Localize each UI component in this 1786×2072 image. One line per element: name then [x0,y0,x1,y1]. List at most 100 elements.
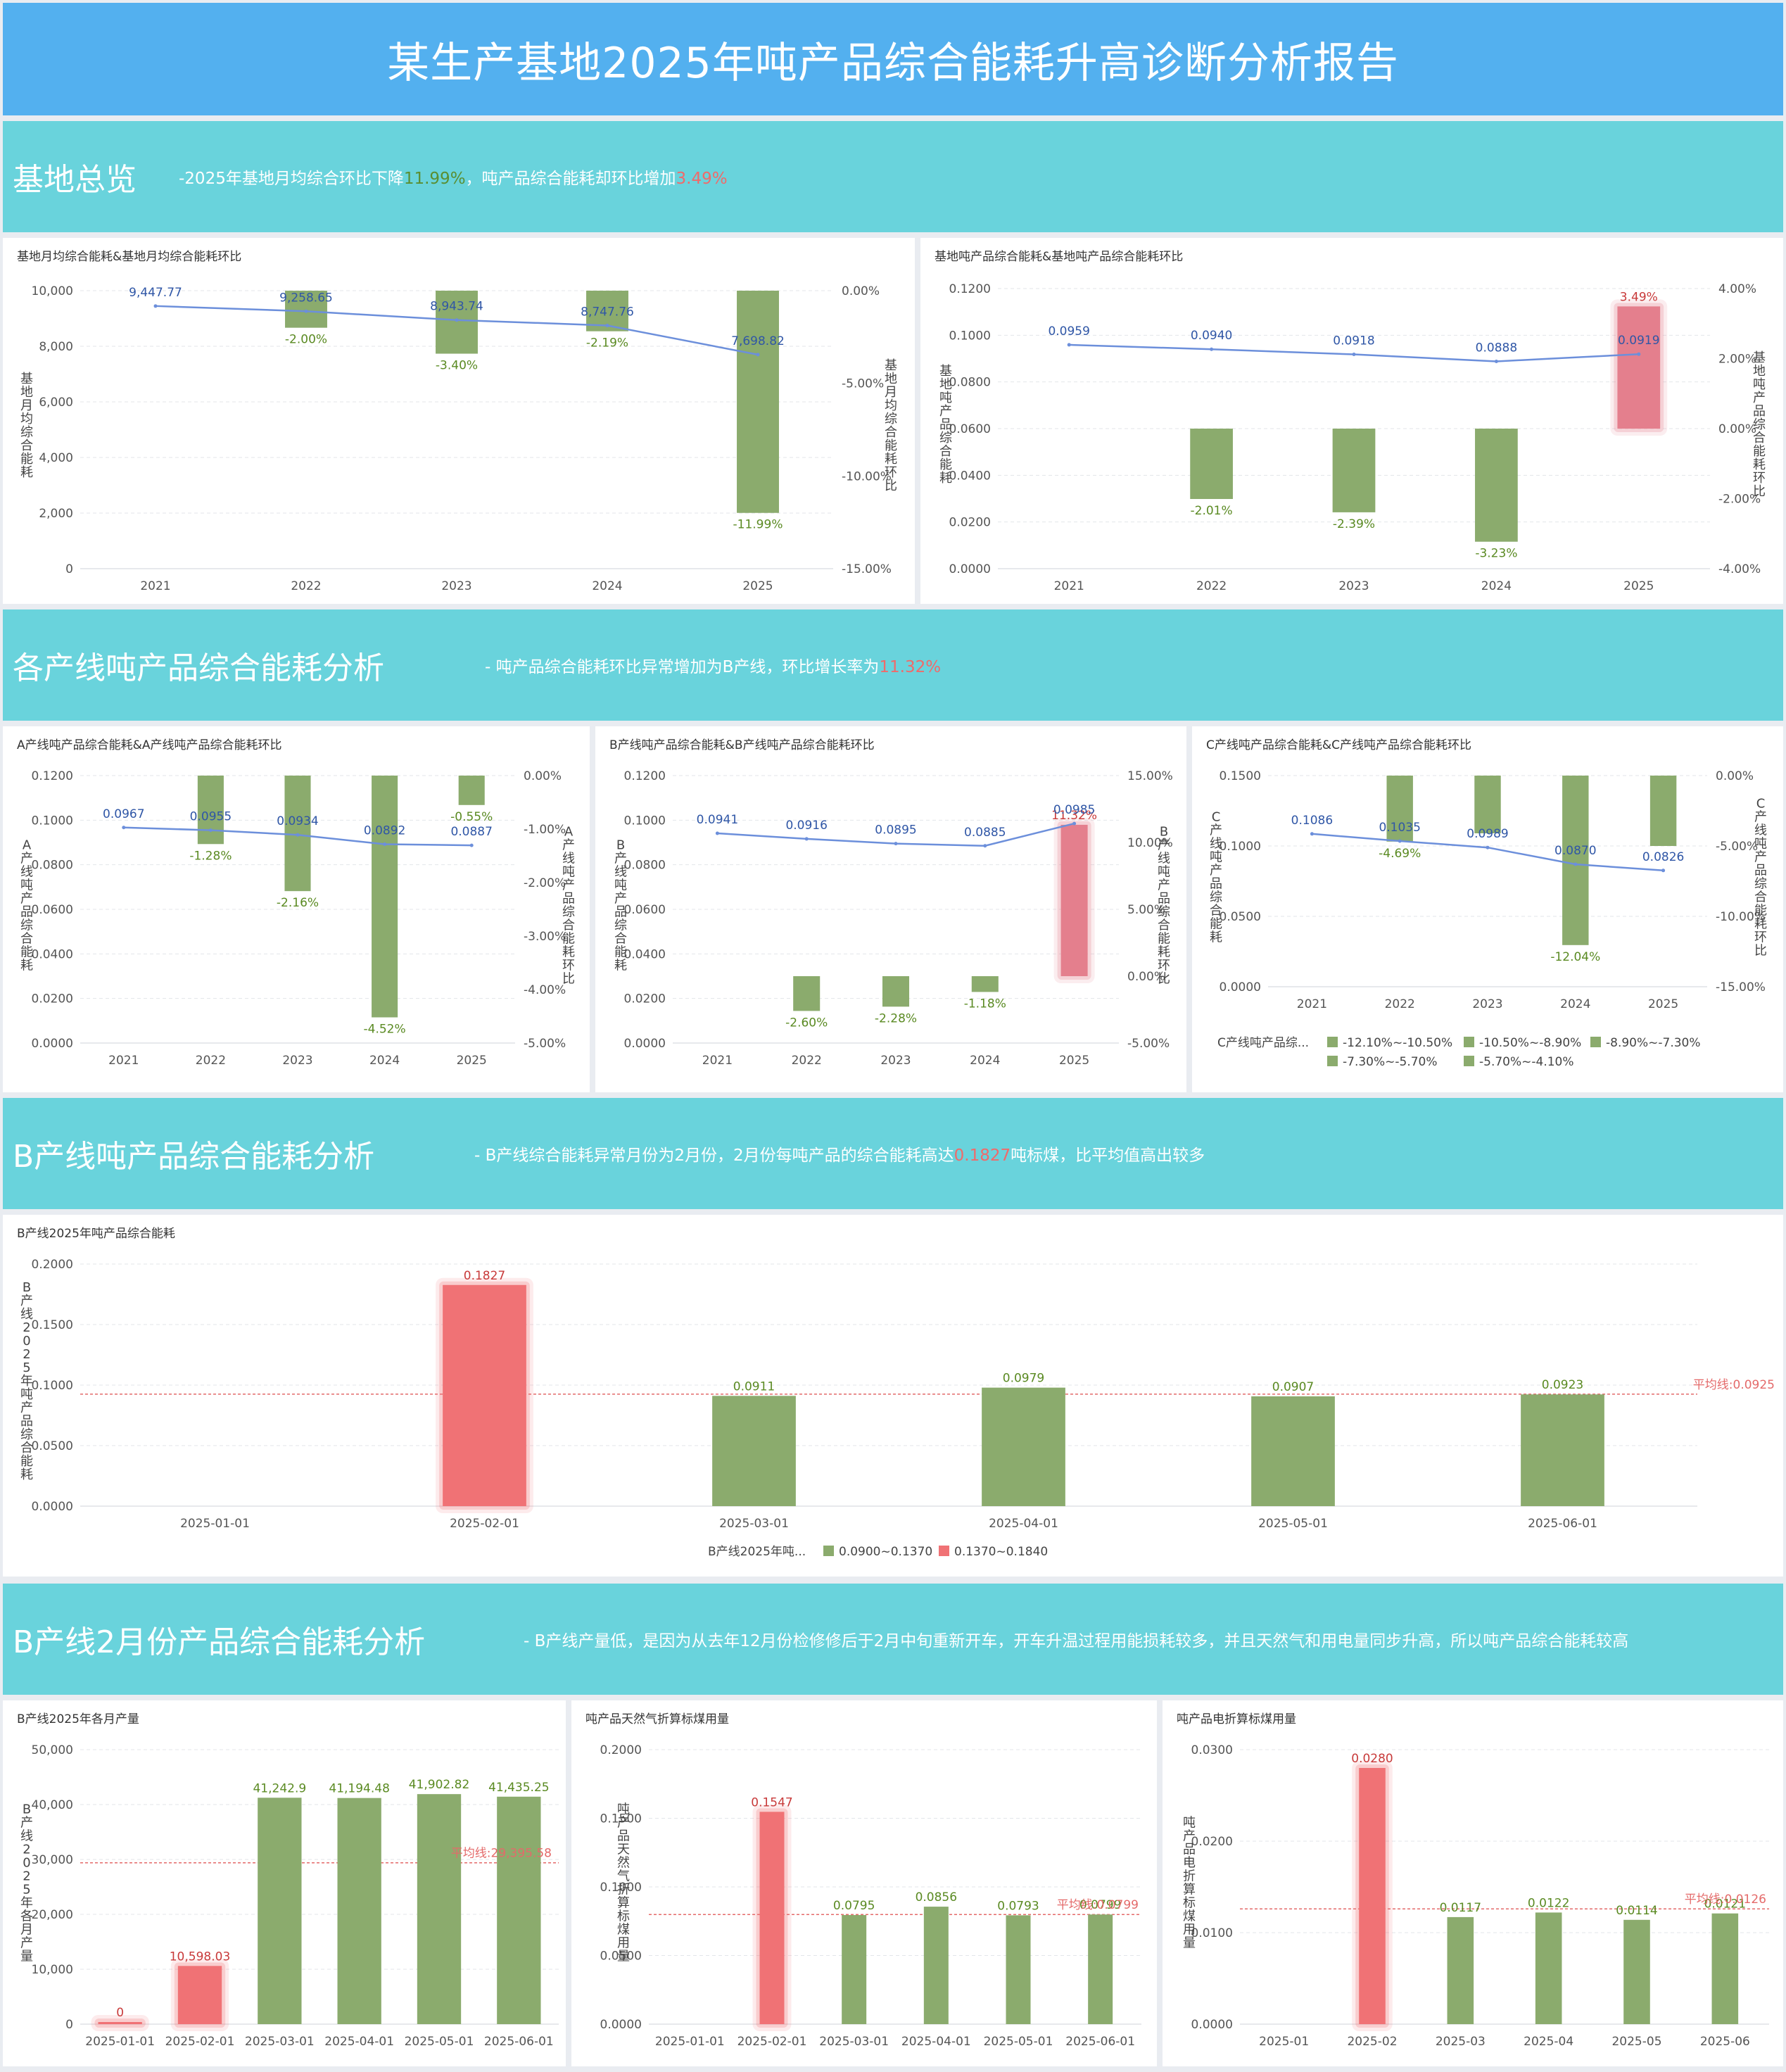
y-tick-label: 0.0100 [1191,1926,1233,1940]
line-point [715,831,719,835]
x-tick-label: 2023 [282,1054,312,1068]
line-value-label: 0.0918 [1333,334,1374,348]
bar [1535,1912,1562,2024]
line-value-label: 0.0955 [190,810,232,824]
bar-value-label: -2.16% [277,896,319,910]
line-value-label: 7,698.82 [731,334,785,348]
y2-tick-label: -1.00% [524,823,566,837]
y-tick-label: 0.0000 [949,562,991,576]
x-tick-label: 2023 [1472,997,1502,1011]
legend-item: -7.30%~-5.70% [1343,1055,1438,1069]
bar-value-label: 0.1547 [751,1795,792,1809]
y-tick-label: 8,000 [39,340,73,354]
bar-value-label: 0.0911 [733,1379,775,1394]
y-axis-title: 基地月均综合能耗 [20,372,33,480]
y-tick-label: 0.0300 [1191,1743,1233,1757]
y-axis-title: C 产线吨产品综合能耗 [1210,810,1222,945]
x-tick-label: 2025-03-01 [245,2035,315,2049]
y-tick-label: 0 [65,562,73,576]
y-tick-label: 0.1000 [624,814,666,828]
bar [1475,429,1518,542]
bar-value-label: -0.55% [450,810,493,824]
y-tick-label: 0.0800 [624,859,666,873]
line-point [153,304,158,308]
bar [285,291,327,328]
bar-value-label: 10,598.03 [170,1950,231,1964]
chart-panel-line-c: C产线吨产品综合能耗&C产线吨产品综合能耗环比 0.0000 0.0500 0.10… [1192,726,1783,1092]
x-tick-label: 2025-02-01 [165,2035,235,2049]
legend-item: -5.70%~-4.10% [1479,1055,1574,1069]
x-tick-label: 2024 [1481,579,1512,593]
section-title: B产线2月份产品综合能耗分析 [13,1624,426,1660]
line-point [1661,868,1666,873]
bar [842,1914,867,2024]
section-b-feb: B产线2月份产品综合能耗分析 - B产线产量低，是因为从去年12月份检修修后于2… [3,1584,1783,1695]
chart-title: 吨产品天然气折算标煤用量 [585,1712,729,1726]
y-tick-label: 0.2000 [600,1743,642,1757]
chart-gas: 0.0000 0.0500 0.1000 0.1500 0.2000 2025-01-01… [600,1743,1141,2049]
line-point [1486,845,1490,849]
line-point [1210,347,1214,351]
x-tick-label: 2025-01-01 [180,1517,250,1531]
line-value-label: 0.0826 [1642,850,1684,864]
y-tick-label: 30,000 [32,1853,73,1867]
x-tick-label: 2025-05-01 [984,2035,1053,2049]
y-tick-label: 0.1000 [949,329,991,343]
chart-title: C产线吨产品综合能耗&C产线吨产品综合能耗环比 [1206,738,1471,752]
bar [458,776,485,805]
bar [372,776,398,1018]
chart-panel-power: 吨产品电折算标煤用量 0.0000 0.0100 0.0200 0.0300 2025-… [1163,1700,1783,2066]
line-point [756,353,760,357]
x-tick-label: 2025-02 [1347,2035,1397,2049]
line-value-label: 0.1086 [1291,814,1333,828]
y2-tick-label: -5.00% [1716,840,1758,854]
y2-tick-label: 0.00% [1716,769,1754,783]
x-tick-label: 2025-01 [1259,2035,1309,2049]
section-base-overview: 基地总览 -2025年基地月均综合环比下降11.99%，吨产品综合能耗却环比增加… [3,121,1783,232]
legend-item: 0.1370~0.1840 [954,1545,1048,1559]
y2-tick-label: 0.00% [1127,970,1165,984]
line-value-label: 0.0888 [1476,341,1517,355]
bar-value-label: 0.0122 [1528,1896,1569,1910]
line-point [605,323,609,327]
y2-tick-label: 5.00% [1127,903,1165,917]
chart-title: B产线2025年吨产品综合能耗 [17,1227,175,1241]
legend-item: -10.50%~-8.90% [1479,1036,1581,1050]
x-tick-label: 2025-06-01 [1065,2035,1135,2049]
y-tick-label: 0.0600 [949,422,991,436]
line-point [1072,821,1077,826]
x-tick-label: 2025-02-01 [737,2035,807,2049]
bar-value-label: 0.1827 [464,1269,505,1283]
bar [443,1284,526,1506]
x-tick-label: 2023 [880,1054,911,1068]
y2-tick-label: -5.00% [842,377,884,391]
y2-tick-label: -10.00% [842,469,892,484]
y2-tick-label: 2.00% [1718,353,1756,367]
bar [177,1966,222,2024]
bar [923,1907,949,2024]
chart-title: A产线吨产品综合能耗&A产线吨产品综合能耗环比 [17,738,282,752]
section-title: 各产线吨产品综合能耗分析 [13,650,384,686]
line-value-label: 0.0895 [875,823,916,838]
bar-value-label: 3.49% [1620,290,1658,304]
chart-title: B产线2025年各月产量 [17,1712,139,1726]
chart-panel-base-monthly: 基地月均综合能耗&基地月均综合能耗环比 0 2,000 4,000 6,000 8,00… [3,238,915,604]
y-tick-label: 0.0400 [624,947,666,961]
bar [1521,1394,1604,1506]
bar [737,291,779,513]
chart-line-b: 0.0000 0.0200 0.0400 0.0600 0.0800 0.1000 0.12… [614,769,1173,1068]
bar-value-label: -2.00% [285,333,327,347]
bar-value-label: 0.0121 [1704,1897,1746,1912]
y-tick-label: 0.1500 [1220,769,1261,783]
line-point [383,842,387,847]
bar [1474,776,1501,833]
x-tick-label: 2023 [1338,579,1369,593]
bar [1711,1913,1739,2024]
line-point [304,309,308,313]
bar [1332,429,1376,512]
y2-tick-label: -2.00% [1718,493,1761,507]
x-tick-label: 2025-04 [1524,2035,1573,2049]
x-tick-label: 2024 [1560,997,1590,1011]
y-tick-label: 0.0000 [1220,980,1261,994]
line-point [296,833,300,837]
